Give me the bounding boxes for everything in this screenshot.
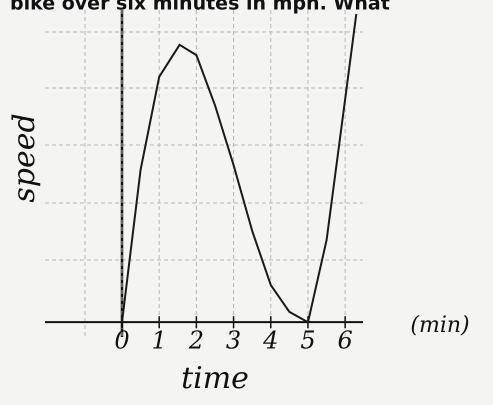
x-tick-label: 3 [226, 327, 241, 355]
chart-title: bike over six minutes in mph. What [10, 0, 390, 15]
chart: bike over six minutes in mph. What time … [0, 0, 493, 405]
x-axis-unit: (min) [410, 313, 469, 338]
x-tick-label: 5 [300, 327, 315, 355]
x-tick-label: 6 [338, 327, 353, 355]
x-tick-label: 2 [188, 327, 204, 355]
x-axis-label: time [181, 361, 249, 396]
line [122, 14, 356, 322]
x-tick-label: 0 [114, 327, 129, 355]
y-axis-label: speed [7, 113, 42, 202]
x-tick-label: 4 [262, 327, 278, 355]
x-tick-label: 1 [152, 327, 167, 355]
